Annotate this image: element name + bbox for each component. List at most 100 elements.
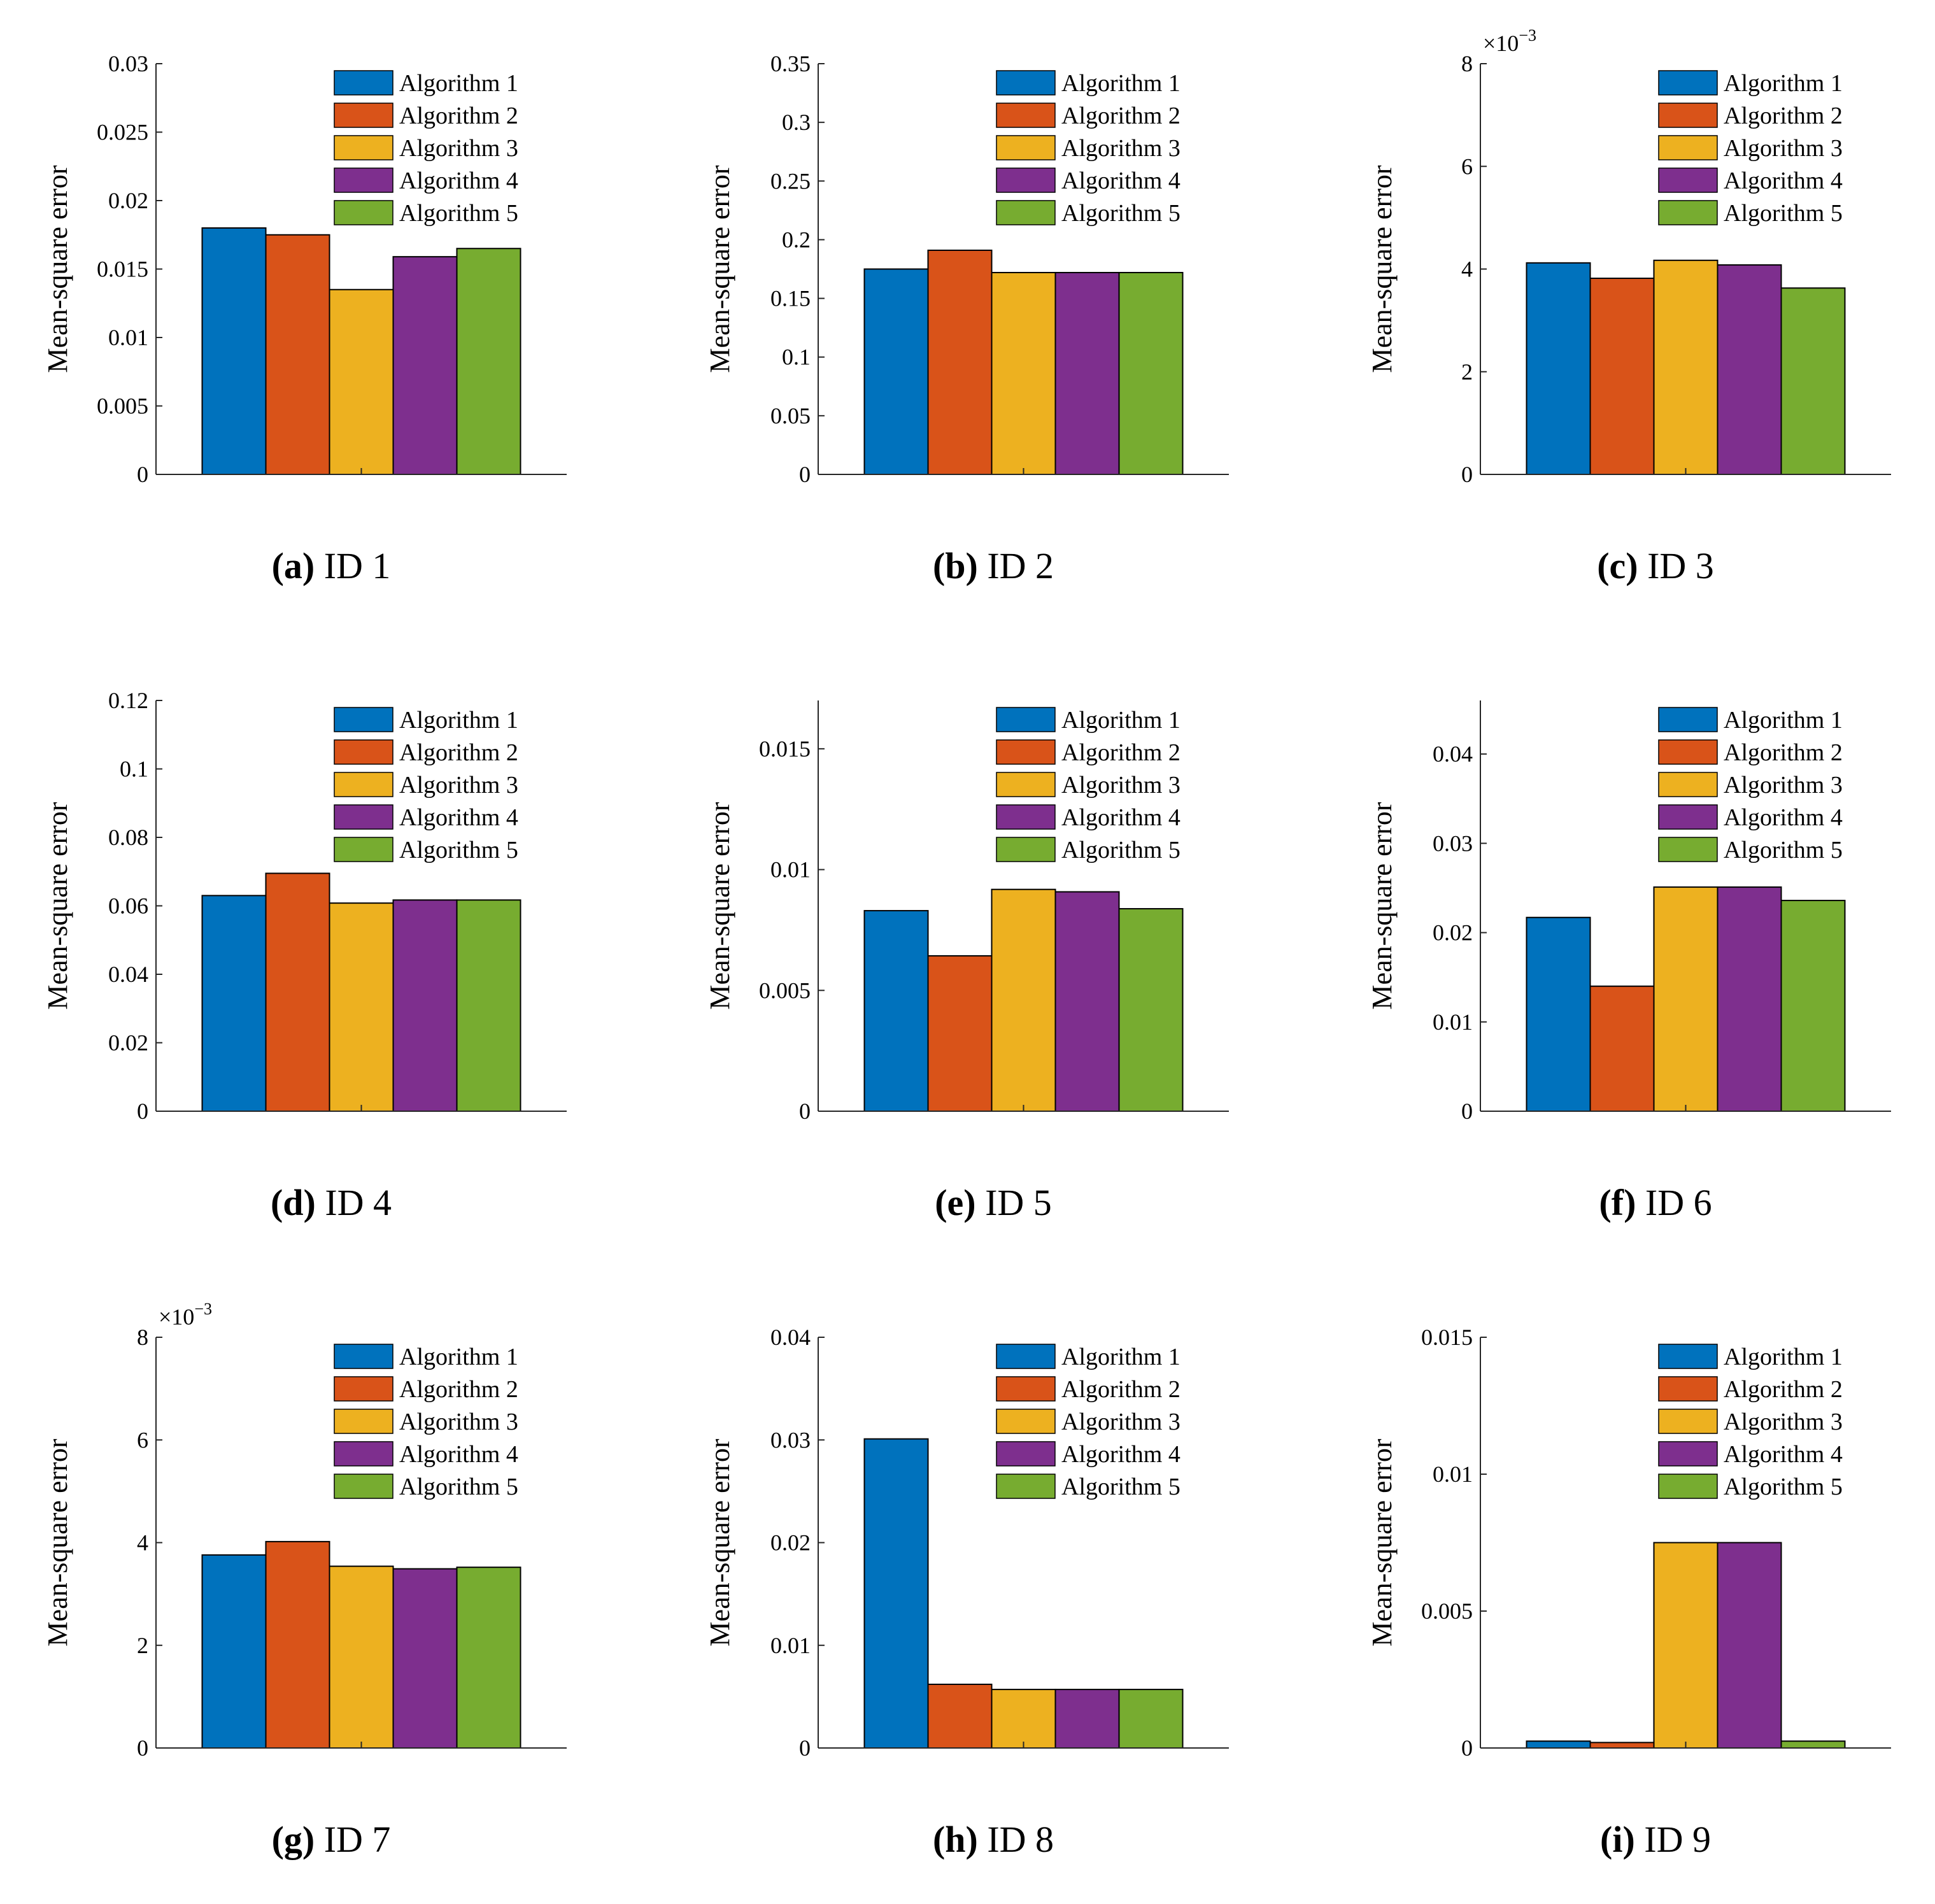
legend-entry-4: Algorithm 4 xyxy=(1061,804,1180,831)
legend-entry-2: Algorithm 2 xyxy=(1724,1376,1843,1403)
panel-caption: (h) ID 8 xyxy=(675,1818,1312,1861)
y-tick-label: 0.03 xyxy=(770,1427,811,1453)
legend-entry-2: Algorithm 2 xyxy=(399,739,518,766)
chart-panel-h: 0 0.01 0.02 0.03 0.04 Mean-square error Algori… xyxy=(675,1280,1312,1904)
y-tick-label: 0 xyxy=(799,1098,811,1124)
panel-caption: (c) ID 3 xyxy=(1337,544,1935,587)
panel-caption: (b) ID 2 xyxy=(675,544,1312,587)
legend-entry-4: Algorithm 4 xyxy=(1061,1441,1180,1468)
y-axis-label: Mean-square error xyxy=(42,1439,73,1647)
caption-text: ID 1 xyxy=(315,545,391,586)
legend-entry-2: Algorithm 2 xyxy=(1061,739,1180,766)
caption-letter: (e) xyxy=(935,1182,976,1223)
y-tick-label: 0.015 xyxy=(759,736,811,762)
legend-entry-5: Algorithm 5 xyxy=(1724,837,1843,863)
bar-i-2 xyxy=(1589,1742,1655,1749)
bar-c-1 xyxy=(1526,262,1591,475)
bar-h-3 xyxy=(991,1689,1056,1749)
bar-b-2 xyxy=(927,250,993,475)
y-tick-label: 0.025 xyxy=(97,120,148,145)
caption-letter: (d) xyxy=(270,1182,316,1223)
y-exponent-label: ×10−3 xyxy=(159,1300,212,1330)
legend-entry-4: Algorithm 4 xyxy=(1724,1441,1843,1468)
y-tick-label: 6 xyxy=(1461,153,1473,179)
legend-entry-1: Algorithm 1 xyxy=(1724,70,1843,97)
bar-b-3 xyxy=(991,272,1056,475)
y-axis-label: Mean-square error xyxy=(704,1439,735,1647)
bar-i-3 xyxy=(1653,1542,1719,1749)
y-tick-label: 2 xyxy=(137,1633,148,1658)
legend-entry-3: Algorithm 3 xyxy=(1724,135,1843,162)
y-tick-label: 0.01 xyxy=(108,325,148,350)
legend-entry-3: Algorithm 3 xyxy=(399,772,518,799)
caption-text: ID 3 xyxy=(1638,545,1714,586)
legend-swatch-1 xyxy=(1658,1344,1718,1369)
bar-h-2 xyxy=(927,1684,993,1749)
chart-panel-i: 0 0.005 0.01 0.015 Mean-square error Algorith… xyxy=(1337,1280,1935,1904)
legend-entry-4: Algorithm 4 xyxy=(1724,804,1843,831)
panel-caption: (e) ID 5 xyxy=(675,1181,1312,1224)
legend-swatch-1 xyxy=(1658,707,1718,732)
caption-letter-text: b xyxy=(945,545,966,586)
bar-e-4 xyxy=(1054,891,1120,1112)
bar-h-1 xyxy=(863,1438,929,1749)
y-tick-label: 0 xyxy=(1461,1735,1473,1761)
y-tick-label: 4 xyxy=(137,1530,148,1556)
caption-letter-text: g xyxy=(283,1819,302,1860)
chart-svg-e: 0 0.005 0.01 0.015 Mean-square error Algorith… xyxy=(704,700,1229,1124)
caption-letter: (c) xyxy=(1597,545,1638,586)
caption-letter: (i) xyxy=(1600,1819,1635,1860)
legend-swatch-2 xyxy=(334,739,393,765)
legend-entry-5: Algorithm 5 xyxy=(399,837,518,863)
legend-swatch-3 xyxy=(334,772,393,797)
bar-c-2 xyxy=(1589,278,1655,475)
legend-entry-1: Algorithm 1 xyxy=(399,1344,518,1370)
caption-letter-text: e xyxy=(947,1182,964,1223)
legend-entry-5: Algorithm 5 xyxy=(1061,1474,1180,1500)
y-axis-label: Mean-square error xyxy=(1366,165,1398,373)
bar-d-1 xyxy=(201,895,267,1112)
chart-panel-f: 0 0.01 0.02 0.03 0.04 Mean-square error Algori… xyxy=(1337,643,1935,1267)
chart-panel-g: 0 2 4 6 8 ×10−3 Mean-square error Algorithm 1 Al… xyxy=(13,1280,649,1904)
y-tick-label: 0.05 xyxy=(770,403,811,429)
y-axis-label: Mean-square error xyxy=(42,165,73,373)
legend-swatch-5 xyxy=(996,200,1056,225)
legend-swatch-5 xyxy=(996,1474,1056,1499)
y-tick-label: 8 xyxy=(1461,51,1473,76)
legend-swatch-3 xyxy=(1658,135,1718,160)
legend-entry-4: Algorithm 4 xyxy=(399,167,518,194)
legend-swatch-3 xyxy=(1658,772,1718,797)
bar-h-5 xyxy=(1118,1689,1184,1749)
caption-text: ID 7 xyxy=(315,1819,391,1860)
legend-swatch-5 xyxy=(334,200,393,225)
legend-swatch-3 xyxy=(334,135,393,160)
legend-entry-5: Algorithm 5 xyxy=(399,1474,518,1500)
legend-entry-5: Algorithm 5 xyxy=(1061,200,1180,227)
legend-swatch-2 xyxy=(1658,739,1718,765)
bar-i-4 xyxy=(1717,1542,1782,1749)
y-tick-label: 0.005 xyxy=(1421,1598,1473,1624)
panel-caption: (f) ID 6 xyxy=(1337,1181,1935,1224)
legend-entry-2: Algorithm 2 xyxy=(1061,1376,1180,1403)
legend-entry-2: Algorithm 2 xyxy=(1724,103,1843,129)
legend-entry-1: Algorithm 1 xyxy=(399,70,518,97)
bar-a-5 xyxy=(456,248,521,475)
caption-text: ID 4 xyxy=(315,1182,392,1223)
y-tick-label: 0.06 xyxy=(108,893,148,919)
bar-d-2 xyxy=(265,872,330,1112)
bar-d-4 xyxy=(392,899,458,1112)
y-tick-label: 0 xyxy=(1461,462,1473,487)
bar-g-3 xyxy=(329,1565,394,1749)
legend-swatch-1 xyxy=(996,1344,1056,1369)
caption-text: ID 5 xyxy=(975,1182,1052,1223)
legend-swatch-1 xyxy=(996,70,1056,96)
legend-entry-3: Algorithm 3 xyxy=(399,1409,518,1435)
legend-swatch-4 xyxy=(1658,804,1718,830)
y-tick-label: 0.01 xyxy=(1433,1009,1473,1035)
legend-entry-1: Algorithm 1 xyxy=(399,707,518,734)
bar-a-4 xyxy=(392,256,458,475)
y-tick-label: 4 xyxy=(1461,257,1473,282)
legend-swatch-4 xyxy=(996,1441,1056,1467)
y-tick-label: 2 xyxy=(1461,359,1473,385)
